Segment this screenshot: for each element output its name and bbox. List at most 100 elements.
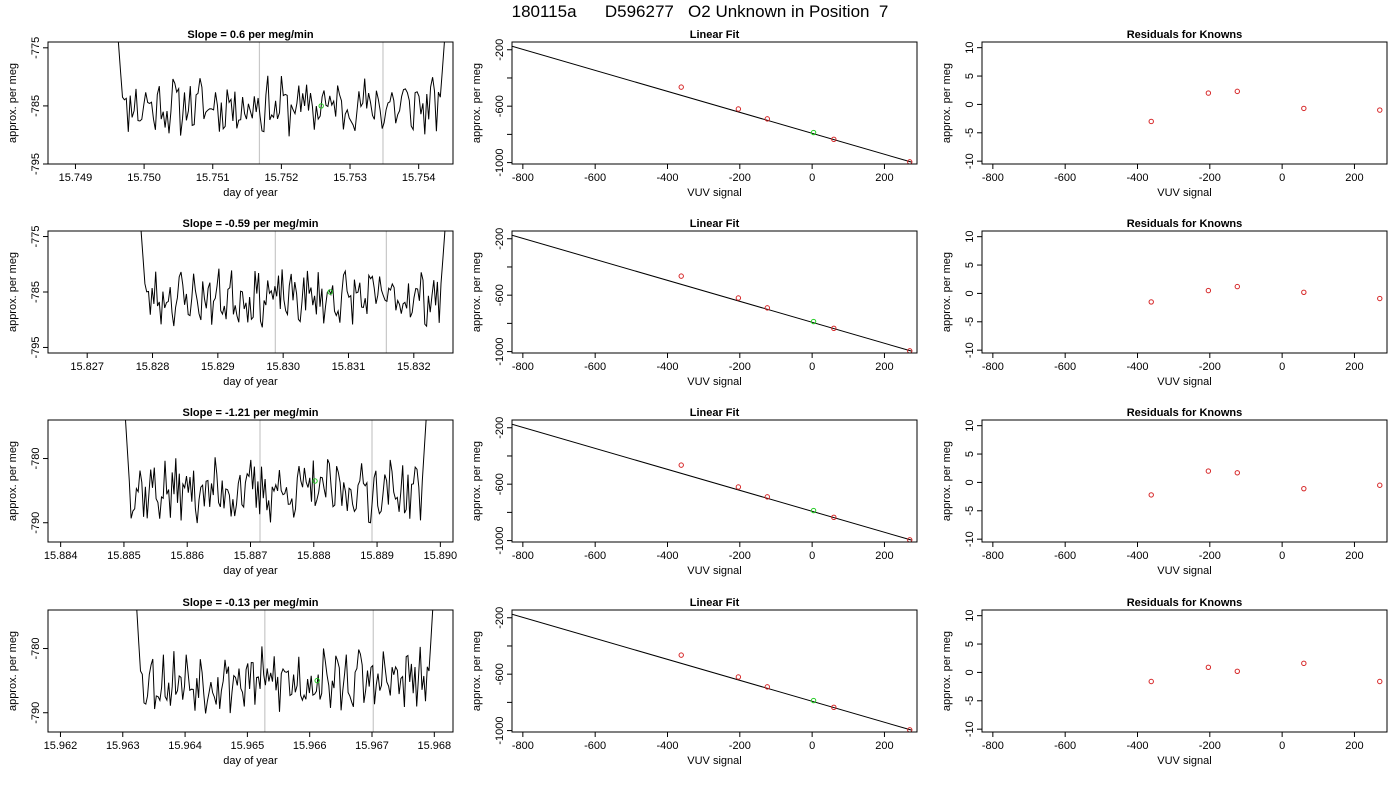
x-tick-label: 200 (875, 361, 893, 373)
y-tick-label: -1000 (494, 717, 506, 745)
panel-2-0: Slope = -1.21 per meg/min 15.884 15.885 15.… (7, 407, 457, 577)
plot-frame (47, 41, 454, 165)
y-tick-label: -5 (964, 696, 976, 706)
data-point (831, 514, 837, 521)
plot-area (512, 234, 913, 353)
y-axis-label: approx. per meg (7, 441, 19, 521)
panel-title: Linear Fit (690, 29, 740, 41)
x-tick-label: -400 (1126, 740, 1148, 752)
data-point (678, 462, 684, 468)
x-axis-label: VUV signal (687, 565, 741, 577)
fit-line (512, 613, 912, 731)
data-point (831, 136, 837, 143)
y-tick-label: -1000 (494, 338, 506, 366)
plot-area (136, 610, 434, 732)
data-point (1234, 470, 1240, 476)
x-tick-label: 15.886 (170, 550, 204, 562)
x-axis-label: VUV signal (687, 755, 741, 767)
x-tick-label: -200 (729, 361, 751, 373)
panel-title: Slope = -0.59 per meg/min (182, 218, 318, 230)
panel-1-1: Linear Fit -800 -600 -400 -200 0 200 -200 -600 -1… (471, 218, 918, 388)
data-point (764, 684, 770, 690)
y-axis-label: approx. per meg (471, 63, 483, 143)
data-point (735, 106, 742, 112)
x-tick-label: 15.831 (332, 361, 366, 373)
data-point (1234, 283, 1240, 290)
fit-line (512, 234, 912, 352)
x-tick-label: 15.885 (107, 550, 141, 562)
panel-3-2: Residuals for Knowns -800 -600 -400 -200 0 200… (941, 597, 1388, 767)
y-tick-label: 5 (964, 451, 976, 457)
x-tick-label: 0 (1279, 172, 1285, 184)
x-tick-label: -600 (1054, 172, 1076, 184)
plot-frame (511, 609, 918, 733)
plot-area (1148, 468, 1383, 498)
y-axis-label: approx. per meg (941, 631, 953, 711)
y-tick-label: -5 (964, 317, 976, 327)
data-point (1301, 660, 1307, 667)
x-tick-label: -800 (982, 550, 1004, 562)
y-axis-label: approx. per meg (7, 252, 19, 332)
plot-frame (981, 230, 1388, 354)
y-axis-label: approx. per meg (471, 441, 483, 521)
y-axis-label: approx. per meg (941, 63, 953, 143)
x-tick-label: 15.965 (231, 740, 265, 752)
x-tick-label: -400 (1126, 361, 1148, 373)
y-tick-label: 5 (964, 262, 976, 268)
data-point (831, 325, 837, 332)
x-tick-label: 15.964 (168, 740, 202, 752)
x-tick-label: 15.889 (360, 550, 394, 562)
panel-title: Linear Fit (690, 218, 740, 230)
plot-area (1148, 88, 1383, 125)
x-tick-label: 0 (809, 361, 815, 373)
x-tick-label: 0 (1279, 550, 1285, 562)
x-tick-label: -200 (1199, 361, 1221, 373)
x-axis-label: day of year (223, 565, 278, 577)
data-line (140, 231, 446, 328)
x-tick-label: 200 (875, 550, 893, 562)
y-axis-label: approx. per meg (471, 252, 483, 332)
y-tick-label: -10 (964, 342, 976, 358)
x-tick-label: -600 (584, 740, 606, 752)
y-tick-label: 10 (964, 420, 976, 432)
panel-1-0: Slope = -0.59 per meg/min 15.827 15.828 15.… (7, 218, 454, 388)
x-tick-label: 15.887 (234, 550, 268, 562)
y-tick-label: -1000 (494, 149, 506, 177)
y-tick-label: -795 (30, 153, 42, 175)
data-point (1205, 664, 1212, 671)
y-tick-label: -600 (494, 284, 506, 306)
x-tick-label: -600 (1054, 740, 1076, 752)
y-tick-label: -10 (964, 153, 976, 169)
y-tick-label: -785 (30, 281, 42, 303)
x-axis-label: day of year (223, 376, 278, 388)
x-axis-label: VUV signal (1157, 565, 1211, 577)
panel-title: Linear Fit (690, 597, 740, 609)
panel-1-2: Residuals for Knowns -800 -600 -400 -200 0 200… (941, 218, 1388, 388)
plot-area (512, 45, 913, 164)
data-point (1301, 485, 1307, 492)
x-tick-label: -800 (982, 740, 1004, 752)
x-tick-label: 200 (1345, 361, 1363, 373)
x-tick-label: 15.751 (196, 172, 230, 184)
data-point (735, 674, 742, 680)
y-tick-label: -780 (30, 448, 42, 470)
y-tick-label: -600 (494, 663, 506, 685)
x-axis-label: VUV signal (687, 376, 741, 388)
x-tick-label: 15.827 (70, 361, 104, 373)
data-point (810, 129, 817, 136)
x-tick-label: 15.754 (402, 172, 436, 184)
x-tick-label: -800 (512, 740, 534, 752)
data-point (1377, 482, 1383, 488)
data-point (907, 159, 913, 164)
data-line (136, 610, 434, 714)
x-tick-label: 15.963 (106, 740, 140, 752)
plot-frame (47, 609, 454, 733)
y-tick-label: 0 (964, 101, 976, 107)
x-tick-label: 15.832 (397, 361, 431, 373)
panel-0-2: Residuals for Knowns -800 -600 -400 -200 0 200… (941, 29, 1388, 199)
x-tick-label: -400 (1126, 172, 1148, 184)
x-tick-label: -400 (656, 740, 678, 752)
plot-area (1148, 283, 1383, 305)
plot-area (1148, 660, 1383, 685)
data-point (1148, 492, 1154, 498)
